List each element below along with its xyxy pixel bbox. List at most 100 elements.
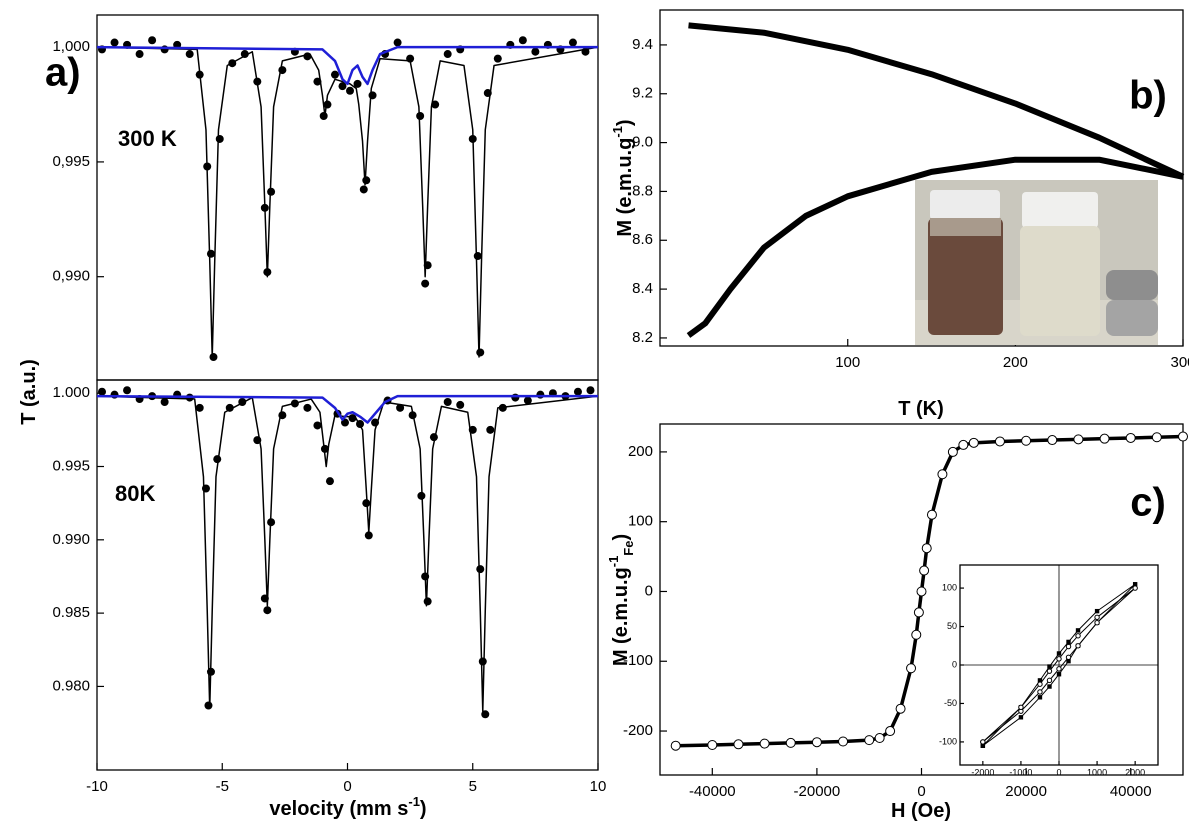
data-point [1037, 689, 1043, 695]
vial-cap [1022, 192, 1098, 228]
data-point [1094, 614, 1100, 621]
plot-frame [96, 14, 599, 381]
y-tick-label: 9.2 [632, 85, 653, 102]
data-point [1047, 684, 1052, 689]
magnet [1106, 270, 1158, 300]
data-point [486, 425, 495, 434]
x-tick-label: -2000 [971, 767, 994, 777]
data-point [473, 252, 482, 261]
data-point [493, 54, 502, 63]
data-point [478, 657, 487, 666]
data-point [1066, 639, 1071, 645]
label-part: T (K) [898, 398, 944, 420]
inset-photo [915, 180, 1158, 345]
data-point [1065, 643, 1072, 650]
data-point [364, 531, 373, 540]
data-point [1046, 668, 1053, 674]
vial-clear [1020, 226, 1100, 336]
data-point [916, 586, 927, 597]
label-part: T (a.u.) [18, 359, 40, 425]
data-point [325, 477, 334, 486]
data-point [1075, 643, 1081, 649]
data-point [1178, 431, 1188, 442]
data-point [518, 36, 527, 45]
data-point [980, 739, 986, 745]
data-point [906, 663, 917, 674]
data-point [206, 249, 215, 258]
data-point [416, 112, 425, 121]
series-line [96, 394, 598, 424]
y-tick-label: 0 [952, 659, 957, 669]
x-tick-label: 300 [1170, 354, 1189, 371]
x-axis-title: T (K) [898, 398, 944, 420]
data-point [980, 743, 986, 748]
data-point [240, 50, 249, 59]
data-point [811, 737, 822, 748]
data-point [1037, 681, 1043, 687]
data-point [1037, 678, 1043, 683]
data-point [1037, 695, 1043, 700]
data-point [531, 47, 540, 56]
data-point [1047, 435, 1058, 446]
data-point [368, 91, 377, 100]
x-tick-label: -10 [86, 778, 108, 795]
label-part: -1 [606, 556, 621, 568]
x-tick-label: 10 [590, 778, 607, 795]
y-tick-label: 9.0 [632, 134, 653, 151]
data-point [958, 439, 969, 450]
data-point [568, 38, 577, 47]
data-point [1075, 628, 1081, 633]
data-point [523, 396, 532, 405]
x-tick-label: 1000 [1087, 767, 1107, 777]
data-point [98, 387, 107, 396]
data-point [586, 386, 595, 395]
data-point [838, 736, 849, 747]
x-tick-label: 0 [917, 783, 925, 800]
data-point [431, 100, 440, 109]
data-point [1132, 582, 1138, 587]
data-point [476, 348, 485, 357]
data-point [919, 565, 930, 576]
data-point [1094, 608, 1100, 614]
data-point [160, 397, 169, 406]
data-point [346, 86, 355, 95]
y-tick-label: -50 [944, 698, 957, 708]
series-line [96, 45, 598, 86]
data-point [185, 50, 194, 59]
data-point [443, 397, 452, 406]
y-tick-label: 1,000 [52, 38, 90, 55]
data-point [148, 36, 157, 45]
y-tick-label: 8.6 [632, 231, 653, 248]
data-point [135, 50, 144, 59]
data-point [968, 437, 979, 448]
data-point [319, 112, 328, 121]
label-part: -1 [610, 126, 625, 138]
data-point [1056, 672, 1062, 677]
data-point [885, 726, 896, 737]
x-axis-title: H (Oe) [891, 800, 951, 822]
series-line [686, 156, 1184, 338]
data-point [456, 400, 465, 409]
x-tick-label: -1000 [1009, 767, 1032, 777]
y-axis-title: M (e.m.u.g-1) [610, 119, 636, 236]
x-tick-label: 2000 [1125, 767, 1145, 777]
y-tick-label: 0,995 [52, 153, 90, 170]
data-point [1099, 433, 1110, 444]
label-part: M (e.m.u.g [614, 138, 636, 237]
y-axis-title: M (e.m.u.g-1Fe) [606, 534, 636, 666]
data-point [947, 446, 958, 457]
data-point [1065, 654, 1072, 661]
y-tick-label: 1.000 [52, 384, 90, 401]
data-point [1151, 432, 1162, 443]
data-point [421, 279, 430, 288]
y-tick-label: 0 [645, 582, 653, 599]
data-point [123, 386, 132, 395]
data-point [864, 735, 875, 746]
data-point [573, 387, 582, 396]
annotation: 300 K [118, 126, 177, 151]
data-point [204, 701, 213, 710]
data-point [303, 403, 312, 412]
data-point [338, 82, 347, 91]
series-line [688, 22, 1185, 180]
